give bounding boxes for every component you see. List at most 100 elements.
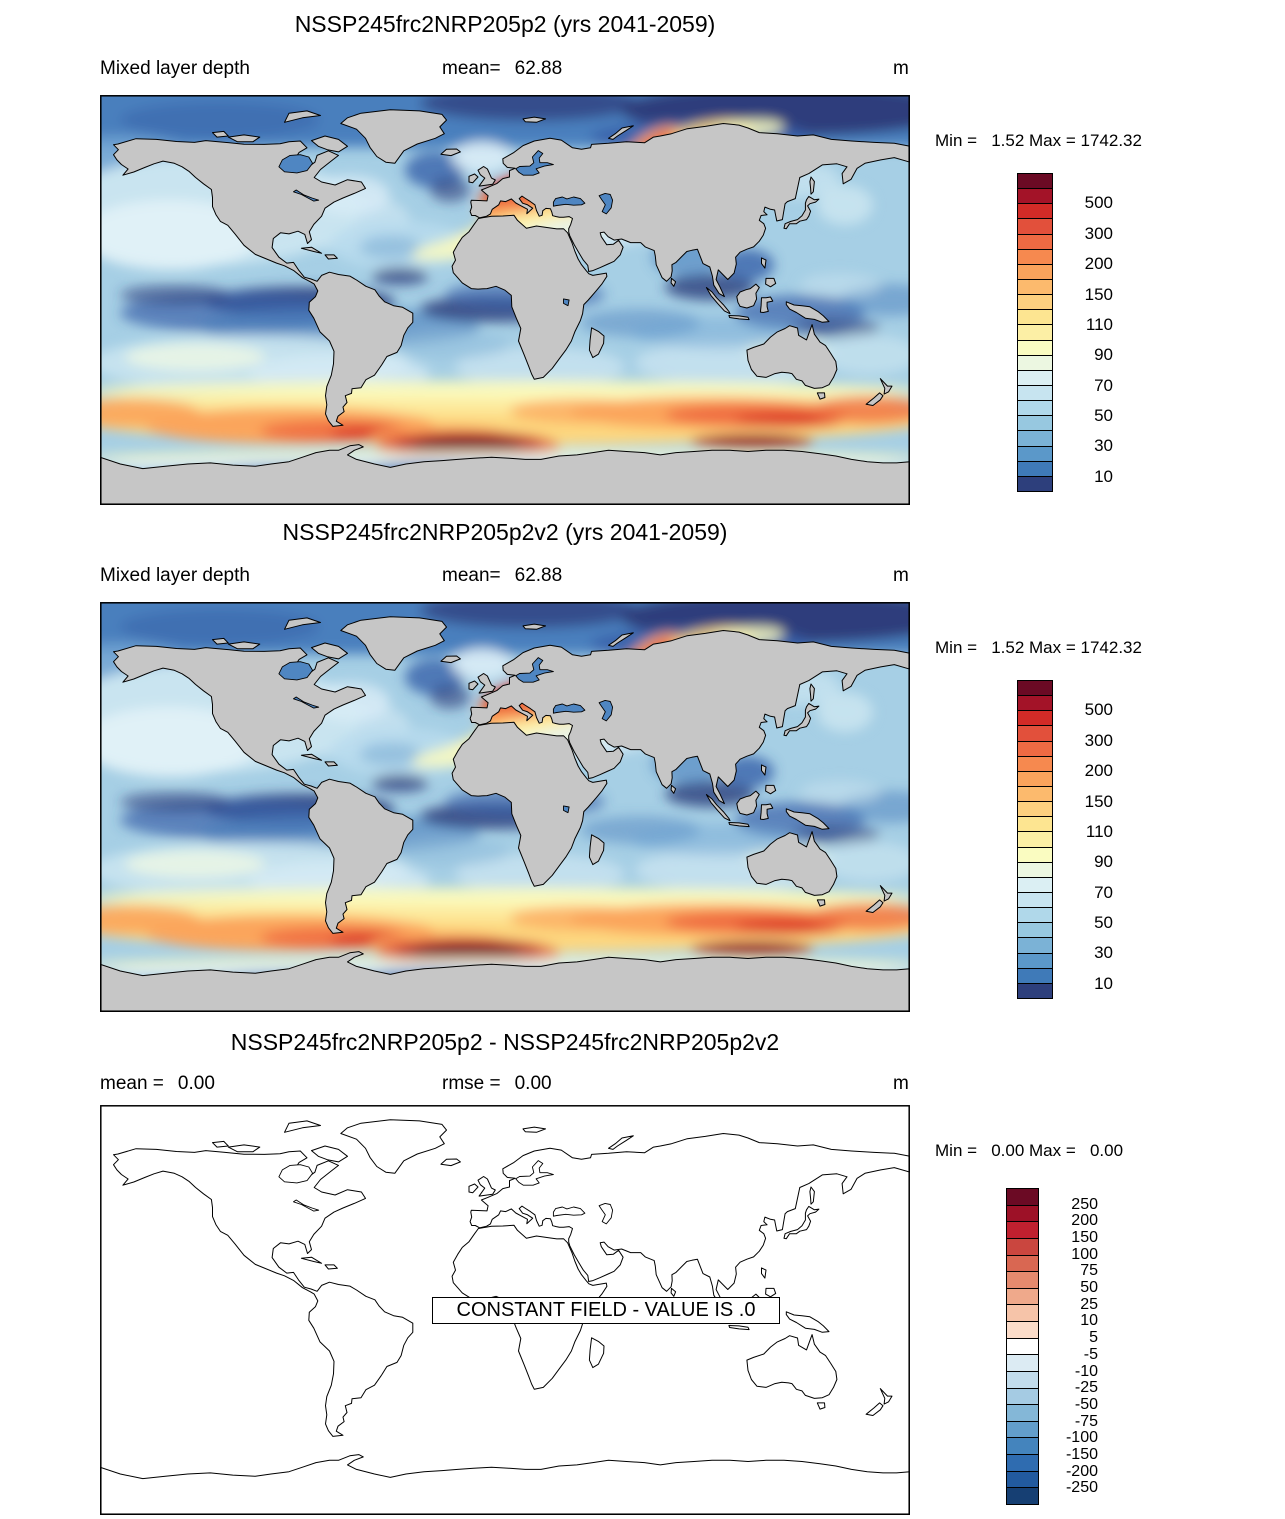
colorbar-segment: [1007, 1338, 1038, 1356]
colorbar-segment: [1007, 1238, 1038, 1256]
colorbar-segment: [1018, 249, 1052, 265]
colorbar-segment: [1007, 1222, 1038, 1239]
colorbar-tick-label: -50: [1074, 1395, 1098, 1413]
colorbar-segment: [1018, 802, 1052, 818]
colorbar-tick-label: 150: [1071, 1229, 1098, 1247]
panel2-title: NSSP245frc2NRP205p2v2 (yrs 2041-2059): [282, 519, 728, 545]
panel3-unit: m: [893, 1073, 909, 1094]
panel1-colorbar: 500 300 200 150 110 90 70 50 30 10: [1017, 173, 1157, 492]
colorbar-swatches: [1006, 1188, 1039, 1505]
colorbar-tick-label: 50: [1094, 913, 1113, 933]
colorbar-tick-label: 50: [1094, 406, 1113, 426]
colorbar-segment: [1018, 923, 1052, 939]
colorbar-segment: [1018, 817, 1052, 833]
colorbar-tick-label: -75: [1074, 1412, 1098, 1430]
colorbar-tick-label: 25: [1080, 1295, 1098, 1313]
colorbar-segment: [1018, 416, 1052, 432]
constant-field-box: CONSTANT FIELD - VALUE IS .0: [432, 1297, 780, 1324]
colorbar-segment: [1018, 189, 1052, 205]
colorbar-tick-label: 30: [1094, 436, 1113, 456]
colorbar-segment: [1007, 1388, 1038, 1406]
colorbar-segment: [1007, 1371, 1038, 1389]
colorbar-segment: [1018, 385, 1052, 402]
colorbar-tick-label: -150: [1065, 1445, 1098, 1463]
colorbar-tick-label: 150: [1084, 791, 1113, 811]
colorbar-segment: [1018, 219, 1052, 235]
panel2-mean-label: mean=: [442, 565, 501, 586]
colorbar-tick-label: 50: [1080, 1279, 1098, 1297]
map-panel-1: [100, 95, 910, 505]
panel2-unit: m: [893, 565, 909, 586]
colorbar-tick-label: 200: [1071, 1212, 1098, 1230]
panel3-rmse-label: rmse =: [442, 1073, 501, 1094]
colorbar-segment: [1018, 908, 1052, 924]
colorbar-segment: [1018, 877, 1052, 893]
colorbar-segment: [1018, 325, 1052, 341]
colorbar-segment: [1018, 370, 1052, 386]
panel2-mean: mean= 62.88: [442, 565, 562, 587]
colorbar-tick-label: 110: [1085, 821, 1113, 841]
colorbar-segment: [1007, 1305, 1038, 1322]
colorbar-segment: [1018, 476, 1052, 491]
map-panel-2: [100, 602, 910, 1012]
panel3-rmse: rmse = 0.00: [442, 1073, 552, 1095]
panel1-unit: m: [893, 58, 909, 79]
colorbar-segment: [1018, 355, 1052, 371]
colorbar-segment: [1007, 1288, 1038, 1306]
colorbar-segment: [1018, 832, 1052, 848]
colorbar-segment: [1007, 1322, 1038, 1339]
colorbar-tick-label: -250: [1065, 1479, 1098, 1497]
colorbar-tick-label: -100: [1065, 1429, 1098, 1447]
colorbar-tick-label: 70: [1094, 882, 1113, 902]
panel1-map-wrap: [100, 95, 910, 505]
colorbar-segment: [1018, 204, 1052, 220]
colorbar-segment: [1007, 1438, 1038, 1455]
colorbar-segment: [1018, 711, 1052, 727]
colorbar-segment: [1018, 741, 1052, 757]
colorbar-tick-label: 200: [1084, 254, 1113, 274]
colorbar-segment: [1018, 786, 1052, 803]
colorbar-segment: [1007, 1189, 1038, 1206]
panel3-rmse-value: 0.00: [514, 1073, 552, 1094]
colorbar-segment: [1018, 892, 1052, 909]
colorbar-segment: [1018, 771, 1052, 787]
colorbar-segment: [1018, 983, 1052, 998]
colorbar-segment: [1018, 295, 1052, 311]
colorbar-tick-label: 5: [1089, 1329, 1098, 1347]
panel3-mean: mean = 0.00: [100, 1073, 215, 1095]
colorbar-tick-label: -5: [1083, 1345, 1098, 1363]
colorbar-segment: [1018, 264, 1052, 280]
panel3-mean-label: mean =: [100, 1073, 164, 1094]
colorbar-segment: [1018, 968, 1052, 984]
colorbar-tick-label: 150: [1084, 284, 1113, 304]
panel3-colorbar: 250 200 150 100 75 50 25 10 5 -5 -10 -25 -50 -75 -100-…: [1006, 1188, 1146, 1505]
colorbar-segment: [1018, 340, 1052, 356]
colorbar-segment: [1018, 174, 1052, 190]
colorbar-tick-label: 75: [1080, 1262, 1098, 1280]
colorbar-segment: [1018, 696, 1052, 712]
colorbar-segment: [1018, 279, 1052, 296]
colorbar-tick-label: 10: [1094, 466, 1113, 486]
colorbar-segment: [1007, 1471, 1038, 1489]
colorbar-swatches: [1017, 680, 1053, 999]
colorbar-segment: [1007, 1205, 1038, 1223]
panel2-minmax: Min = 1.52 Max = 1742.32: [935, 638, 1142, 657]
colorbar-tick-label: -25: [1074, 1379, 1098, 1397]
colorbar-segment: [1007, 1455, 1038, 1472]
colorbar-tick-label: 30: [1094, 943, 1113, 963]
colorbar-segment: [1018, 446, 1052, 462]
colorbar-segment: [1018, 234, 1052, 250]
panel2-colorbar: 500 300 200 150 110 90 70 50 30 10: [1017, 680, 1157, 999]
colorbar-segment: [1007, 1272, 1038, 1289]
panel2-mean-value: 62.88: [514, 565, 563, 586]
colorbar-tick-label: 500: [1084, 700, 1113, 720]
colorbar-segment: [1007, 1488, 1038, 1504]
panel3-title: NSSP245frc2NRP205p2 - NSSP245frc2NRP205p…: [230, 1029, 780, 1055]
colorbar-segment: [1007, 1421, 1038, 1439]
colorbar-tick-label: 110: [1085, 314, 1113, 334]
panel1-field-label: Mixed layer depth: [100, 58, 250, 79]
colorbar-segment: [1018, 756, 1052, 772]
colorbar-tick-label: -10: [1074, 1362, 1098, 1380]
colorbar-tick-label: 250: [1071, 1195, 1098, 1213]
